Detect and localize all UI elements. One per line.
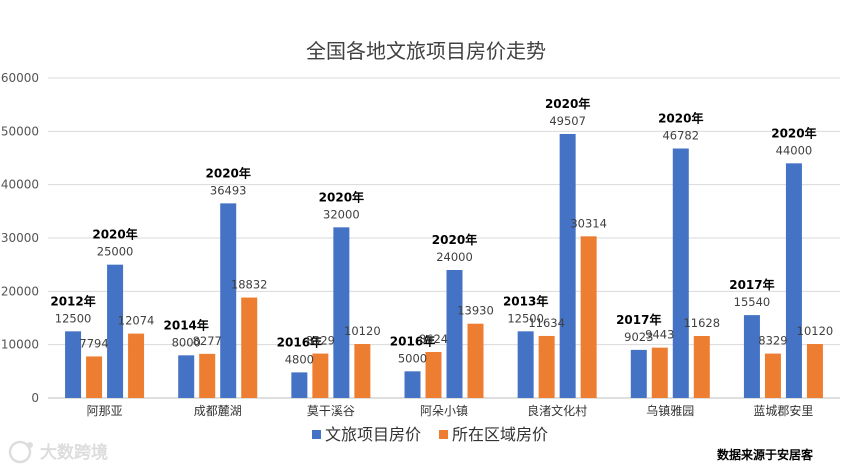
year-label: 2016年: [277, 334, 322, 349]
y-tick-label: 20000: [1, 284, 39, 298]
bar-regional-price: [764, 353, 781, 398]
bar-project-price: [220, 203, 237, 398]
y-tick-label: 30000: [1, 231, 39, 245]
data-label: 32000: [323, 207, 360, 221]
watermark-logo-icon: [8, 440, 32, 464]
year-label: 2020年: [319, 189, 364, 204]
y-tick-label: 60000: [1, 71, 39, 85]
data-label: 12074: [118, 314, 155, 328]
bar-project-price: [404, 371, 421, 398]
bar-project-price: [559, 133, 576, 399]
year-label: 2020年: [92, 227, 137, 242]
data-label: 12500: [507, 311, 544, 325]
year-label: 2020年: [432, 232, 477, 247]
data-label: 8329: [758, 334, 787, 348]
bar-regional-price: [354, 344, 371, 398]
y-tick-label: 40000: [1, 178, 39, 192]
year-label: 2016年: [390, 333, 435, 348]
bar-regional-price: [425, 352, 442, 398]
year-label: 2014年: [164, 317, 209, 332]
year-label: 2020年: [545, 96, 590, 111]
bar-project-price: [65, 331, 82, 398]
data-label: 8277: [193, 334, 222, 348]
category-label: 阿朵小镇: [420, 404, 468, 418]
data-label: 11628: [683, 316, 720, 330]
legend-label-project: 文旅项目房价: [325, 425, 421, 444]
bar-regional-price: [312, 353, 329, 398]
year-label: 2017年: [729, 277, 774, 292]
data-label: 46782: [662, 128, 699, 142]
bar-project-price: [291, 372, 308, 398]
bar-project-price: [630, 349, 647, 398]
watermark-text: 大数跨境: [40, 442, 108, 463]
year-label: 2020年: [771, 125, 816, 140]
data-label: 44000: [776, 143, 813, 157]
data-label: 9443: [645, 328, 674, 342]
data-label: 4800: [285, 352, 314, 366]
legend-swatch-regional: [439, 430, 449, 439]
y-tick-label: 10000: [1, 338, 39, 352]
category-label: 阿那亚: [87, 404, 123, 418]
bar-project-price: [672, 148, 689, 398]
data-label: 8624: [419, 332, 448, 346]
data-label: 8329: [306, 334, 335, 348]
y-tick-label: 50000: [1, 124, 39, 138]
bar-regional-price: [580, 236, 597, 398]
data-label: 15540: [734, 295, 771, 309]
bar-project-price: [785, 163, 802, 398]
bar-project-price: [446, 270, 463, 398]
bar-regional-price: [86, 356, 103, 398]
bar-regional-price: [467, 323, 484, 398]
category-label: 良渚文化村: [527, 403, 587, 418]
bar-regional-price: [806, 344, 823, 398]
data-label: 24000: [436, 250, 473, 264]
data-label: 9023: [624, 330, 653, 344]
bar-regional-price: [199, 353, 216, 398]
data-label: 30314: [570, 216, 607, 230]
category-label: 成都麓湖: [194, 403, 242, 418]
watermark-logo-dot-icon: [27, 442, 33, 448]
year-label: 2012年: [50, 293, 95, 308]
data-label: 25000: [97, 245, 134, 259]
data-label: 5000: [398, 351, 427, 365]
bar-regional-price: [241, 297, 258, 398]
data-label: 7794: [79, 336, 108, 350]
y-tick-label: 0: [31, 391, 39, 405]
data-label: 10120: [797, 324, 834, 338]
data-label: 13930: [457, 304, 494, 318]
category-label: 乌镇雅园: [646, 403, 694, 418]
bar-regional-price: [538, 335, 555, 398]
watermark: 大数跨境: [8, 440, 108, 464]
data-label: 10120: [344, 324, 381, 338]
data-label: 8000: [172, 335, 201, 349]
bar-project-price: [333, 227, 350, 398]
bar-project-price: [743, 315, 760, 398]
bar-project-price: [107, 264, 124, 398]
year-label: 2017年: [616, 312, 661, 327]
year-label: 2020年: [206, 165, 251, 180]
bar-regional-price: [693, 335, 710, 398]
chart-title: 全国各地文旅项目房价走势: [306, 39, 546, 63]
year-label: 2013年: [503, 293, 548, 308]
data-label: 49507: [549, 114, 586, 128]
bar-project-price: [178, 355, 195, 398]
data-label: 11634: [528, 316, 565, 330]
data-source: 数据来源于安居客: [717, 447, 814, 462]
data-label: 12500: [55, 311, 92, 325]
category-label: 莫干溪谷: [307, 404, 355, 418]
legend-swatch-project: [312, 430, 321, 439]
category-label: 蓝城郡安里: [753, 403, 813, 418]
bar-regional-price: [128, 333, 145, 398]
data-label: 36493: [210, 183, 247, 197]
legend-label-regional: 所在区域房价: [452, 425, 548, 444]
bar-project-price: [517, 331, 534, 398]
data-label: 18832: [231, 278, 268, 292]
year-label: 2020年: [658, 110, 703, 125]
bar-regional-price: [651, 347, 668, 398]
